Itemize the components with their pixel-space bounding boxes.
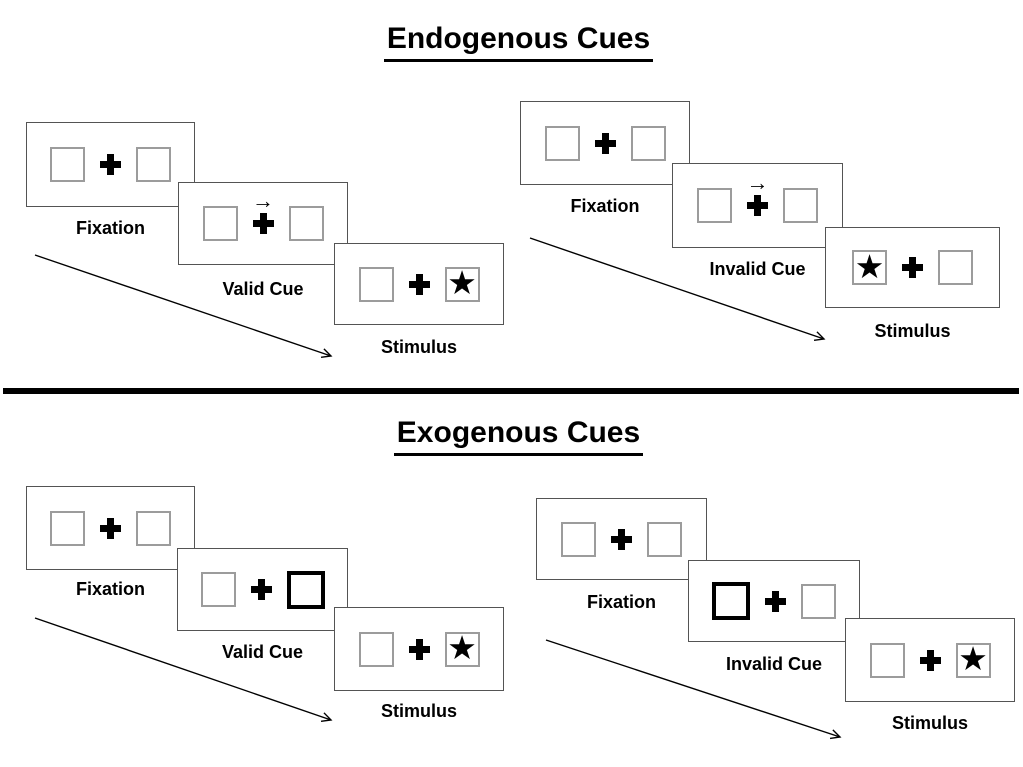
cue-panel: → (178, 182, 348, 265)
time-arrow-endogenous-valid (34, 254, 333, 359)
right-box (801, 583, 836, 619)
time-arrow-exogenous-invalid (545, 639, 842, 740)
cue-label: Valid Cue (221, 642, 304, 662)
star-icon: ★ (447, 264, 477, 301)
left-box (202, 206, 238, 241)
star-icon: ★ (854, 247, 885, 285)
right-box (288, 206, 324, 241)
cue-arrow-icon: → (746, 170, 769, 195)
stimulus-panel: ★ (845, 618, 1015, 702)
fixation-cross-icon (250, 579, 272, 600)
cue-label: Invalid Cue (725, 654, 823, 674)
cue-arrow-icon: → (252, 188, 274, 213)
right-box (647, 521, 682, 557)
star-box: ★ (444, 629, 480, 667)
star-box: ★ (955, 640, 991, 678)
fixation-panel (520, 101, 690, 185)
fixation-cross-icon (902, 257, 923, 278)
star-box: ★ (852, 250, 887, 285)
stimulus-panel: ★ (334, 243, 504, 325)
fixation-label: Fixation (570, 196, 640, 216)
left-box (358, 631, 394, 667)
section-divider (3, 388, 1019, 394)
left-box (869, 642, 905, 678)
left-box (358, 266, 394, 302)
right-box (136, 147, 171, 182)
fixation-cross-icon (100, 154, 121, 175)
right-box (938, 250, 973, 285)
left-box (50, 510, 85, 546)
fixation-panel (26, 486, 195, 570)
fixation-panel (536, 498, 707, 580)
fixation-cross-icon (100, 517, 121, 539)
stimulus-label: Stimulus (891, 713, 968, 733)
fixation-panel (26, 122, 195, 207)
left-box (200, 572, 236, 607)
endogenous-title-text: Endogenous Cues (383, 22, 654, 62)
right-box (136, 510, 171, 546)
fixation-cross-icon (594, 132, 616, 154)
fixation-cross-icon: → (747, 172, 769, 216)
fixation-label: Fixation (75, 579, 145, 599)
exogenous-section-title: Exogenous Cues (0, 416, 1023, 456)
endogenous-section-title: Endogenous Cues (0, 22, 1023, 62)
star-box: ★ (444, 264, 480, 302)
stimulus-label: Stimulus (380, 701, 457, 721)
time-arrow-exogenous-valid (34, 617, 333, 723)
time-arrow-endogenous-invalid (529, 237, 826, 342)
cue-highlight-box (286, 570, 325, 609)
star-icon: ★ (447, 629, 477, 666)
fixation-label: Fixation (75, 218, 145, 238)
stimulus-panel: ★ (825, 227, 1000, 308)
cue-panel: → (672, 163, 843, 248)
cue-panel (688, 560, 860, 642)
stimulus-panel: ★ (334, 607, 504, 691)
left-box (697, 188, 732, 223)
fixation-cross-icon: → (252, 190, 274, 234)
cue-panel (177, 548, 348, 631)
cue-label: Invalid Cue (709, 259, 806, 279)
cue-label: Valid Cue (222, 279, 304, 299)
fixation-cross-icon (919, 649, 941, 671)
right-box (630, 125, 666, 161)
exogenous-title-text: Exogenous Cues (393, 416, 644, 456)
cue-highlight-box (712, 582, 750, 620)
left-box (50, 147, 85, 182)
stimulus-label: Stimulus (380, 337, 457, 357)
fixation-cross-icon (611, 528, 632, 550)
fixation-cross-icon (765, 590, 786, 612)
fixation-cross-icon (408, 273, 430, 295)
right-box (783, 188, 818, 223)
left-box (544, 125, 580, 161)
stimulus-label: Stimulus (874, 321, 951, 341)
left-box (561, 521, 596, 557)
fixation-cross-icon (408, 638, 430, 660)
fixation-label: Fixation (586, 592, 656, 612)
star-icon: ★ (958, 640, 988, 677)
